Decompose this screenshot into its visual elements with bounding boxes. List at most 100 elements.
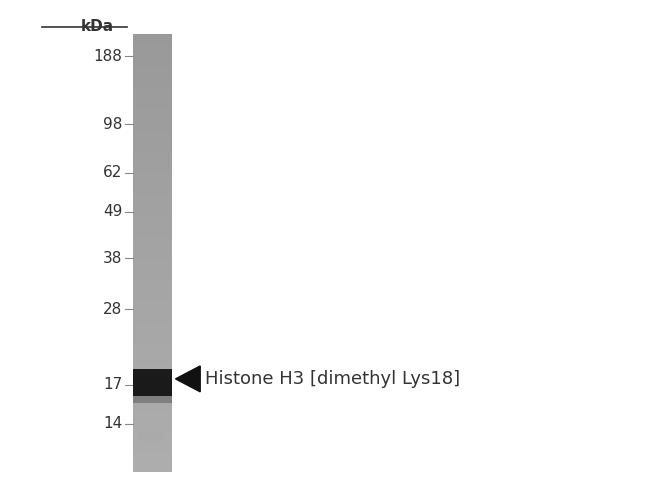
Bar	[133, 268, 172, 269]
Bar	[133, 301, 172, 303]
Bar	[133, 110, 172, 112]
Bar	[133, 171, 172, 173]
Bar	[133, 443, 172, 445]
Bar	[133, 370, 172, 372]
Bar	[133, 278, 172, 280]
Bar	[133, 360, 172, 361]
Bar	[133, 125, 172, 126]
Bar	[133, 383, 172, 385]
Bar	[133, 282, 172, 284]
Bar	[133, 218, 172, 220]
Bar	[133, 107, 172, 109]
Bar	[133, 139, 172, 141]
Bar	[133, 164, 172, 166]
Bar	[133, 53, 172, 55]
Bar	[133, 214, 172, 215]
Bar	[133, 223, 172, 224]
Bar	[133, 40, 172, 41]
Bar	[133, 281, 172, 282]
Bar	[133, 404, 172, 405]
Bar	[133, 63, 172, 65]
Bar	[133, 291, 172, 293]
Bar	[133, 347, 172, 348]
Bar	[133, 442, 172, 443]
Bar	[133, 114, 172, 116]
Bar	[133, 410, 172, 411]
Bar	[133, 225, 172, 227]
Bar	[133, 266, 172, 268]
Bar	[133, 136, 172, 138]
Bar	[133, 389, 172, 391]
Bar	[133, 240, 172, 242]
Bar	[133, 243, 172, 244]
Bar	[133, 367, 172, 369]
Bar	[133, 183, 172, 185]
Bar	[133, 131, 172, 132]
Bar	[133, 36, 172, 37]
Bar	[133, 138, 172, 139]
Bar	[133, 193, 172, 195]
Bar	[133, 329, 172, 331]
Bar	[133, 106, 172, 107]
Bar	[133, 190, 172, 192]
Bar	[133, 354, 172, 356]
Bar	[133, 155, 172, 157]
Bar	[133, 288, 172, 290]
Bar	[133, 465, 172, 467]
Bar	[133, 237, 172, 239]
Bar	[133, 411, 172, 412]
Bar	[133, 450, 172, 452]
Bar	[133, 429, 172, 430]
Bar	[133, 332, 172, 334]
Bar	[133, 313, 172, 315]
Bar	[133, 123, 172, 125]
Bar	[133, 345, 172, 347]
Bar	[133, 468, 172, 469]
Bar	[133, 299, 172, 300]
Bar	[133, 236, 172, 237]
Bar	[133, 309, 172, 310]
Bar	[133, 294, 172, 296]
Bar	[133, 154, 172, 155]
Bar	[133, 418, 172, 420]
Bar	[133, 316, 172, 318]
Bar	[133, 253, 172, 255]
Bar	[133, 91, 172, 93]
Bar	[133, 212, 172, 214]
Bar	[133, 98, 172, 100]
Bar	[133, 338, 172, 339]
Bar	[133, 211, 172, 212]
Bar	[133, 296, 172, 297]
Bar	[133, 290, 172, 291]
Bar	[133, 204, 172, 205]
Bar	[133, 415, 172, 417]
Bar	[133, 201, 172, 202]
Bar	[133, 202, 172, 204]
Bar	[133, 469, 172, 471]
Bar	[133, 239, 172, 240]
Bar	[133, 41, 172, 43]
Bar	[133, 285, 172, 287]
Bar	[133, 455, 172, 456]
Bar	[133, 152, 172, 154]
Bar	[133, 60, 172, 62]
Bar	[133, 417, 172, 418]
Bar	[133, 312, 172, 313]
Bar	[133, 458, 172, 459]
Text: kDa: kDa	[81, 19, 114, 35]
Bar	[133, 128, 172, 129]
Text: 14: 14	[103, 416, 122, 431]
Bar	[133, 113, 172, 114]
Bar	[133, 261, 172, 262]
Bar	[133, 44, 172, 46]
Bar	[133, 144, 172, 145]
Bar	[133, 377, 172, 379]
Bar	[133, 452, 172, 453]
Bar	[133, 339, 172, 341]
Bar	[133, 157, 172, 158]
Bar	[133, 163, 172, 164]
Bar	[133, 78, 172, 79]
Bar	[133, 369, 172, 396]
Bar	[133, 471, 172, 472]
Bar	[133, 426, 172, 427]
